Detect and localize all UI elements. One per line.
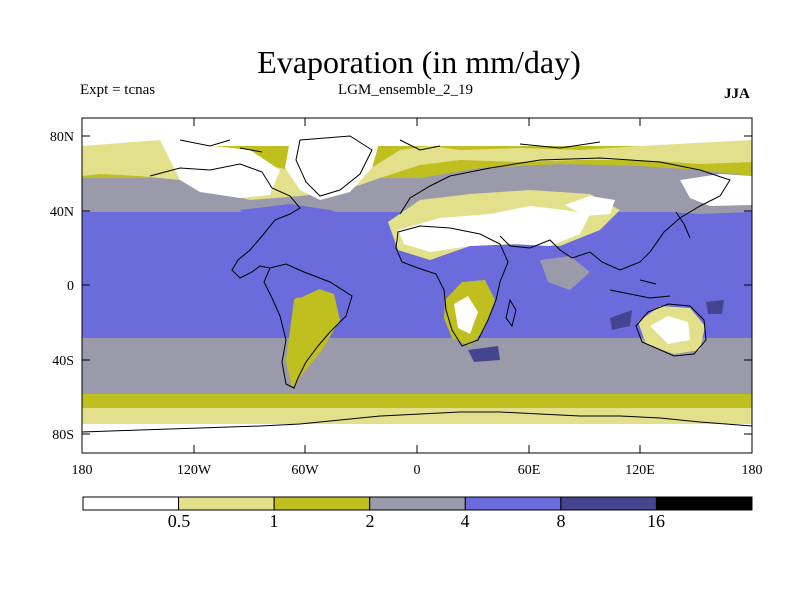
coast-north-america	[149, 163, 301, 279]
colorbar-swatch	[178, 496, 275, 511]
region-south-africa-white	[454, 296, 478, 334]
coast-madagascar	[505, 298, 517, 328]
region-pacific-north-white	[680, 174, 752, 206]
region-canada-white	[160, 140, 280, 198]
x-tick-label: 0	[414, 463, 421, 478]
colorbar-label: 0.5	[168, 511, 191, 531]
colorbar-swatch	[82, 496, 180, 511]
coast-arctic-islands	[179, 139, 601, 153]
colorbar-label: 8	[557, 511, 566, 531]
x-tick-label: 120W	[177, 463, 212, 478]
region-atlantic-north-blue	[240, 204, 380, 238]
region-pacific-darkblue	[706, 300, 724, 314]
region-australia-white	[650, 316, 690, 344]
colorbar-label: 2	[366, 511, 375, 531]
x-ticks	[81, 118, 753, 453]
x-tick-label: 180	[72, 463, 93, 478]
coast-south-america	[263, 263, 353, 389]
region-greenland-white	[285, 134, 380, 200]
region-tibet-white	[565, 196, 615, 216]
y-tick-label: 80S	[52, 428, 74, 443]
band-midlat-south	[82, 338, 752, 394]
coast-indonesia	[609, 279, 671, 299]
y-ticks	[82, 135, 752, 435]
map-plot-area	[82, 118, 752, 453]
coastlines	[82, 135, 752, 433]
colorbar-swatch	[655, 496, 753, 511]
season-label: JJA	[724, 86, 750, 102]
colorbar-swatch	[273, 496, 371, 511]
colorbar-label: 1	[270, 511, 279, 531]
coast-japan	[675, 211, 691, 239]
coast-antarctica	[82, 411, 752, 433]
region-sahara-white	[398, 206, 590, 252]
region-indian-grey	[540, 256, 590, 290]
colorbar-swatch	[560, 496, 657, 511]
colorbar-swatch	[464, 496, 562, 511]
region-amazon-blue	[256, 258, 326, 298]
run-label: LGM_ensemble_2_19	[338, 82, 473, 98]
region-south-america-yellow	[286, 286, 340, 388]
y-tick-label: 40N	[50, 205, 74, 220]
x-tick-label: 120E	[625, 463, 655, 478]
x-tick-label: 180	[742, 463, 763, 478]
y-tick-label: 80N	[50, 130, 74, 145]
band-south-yellow	[82, 408, 752, 424]
colorbar-label: 4	[461, 511, 470, 531]
y-tick-label: 40S	[52, 354, 74, 369]
colorbar-swatch	[369, 496, 466, 511]
map-title: Evaporation (in mm/day)	[257, 44, 581, 80]
colorbar-label: 16	[647, 511, 665, 531]
x-tick-label: 60W	[291, 463, 319, 478]
region-indian-ocean-darkblue	[468, 346, 500, 362]
y-tick-label: 0	[67, 279, 74, 294]
colorbar	[82, 496, 753, 511]
x-tick-label: 60E	[518, 463, 541, 478]
coast-greenland	[295, 135, 373, 197]
experiment-label: Expt = tcnas	[80, 82, 156, 98]
band-subpolar-south	[82, 394, 752, 408]
region-tasman-darkblue	[610, 310, 632, 330]
coast-africa	[395, 225, 509, 347]
coast-australia	[635, 303, 707, 357]
